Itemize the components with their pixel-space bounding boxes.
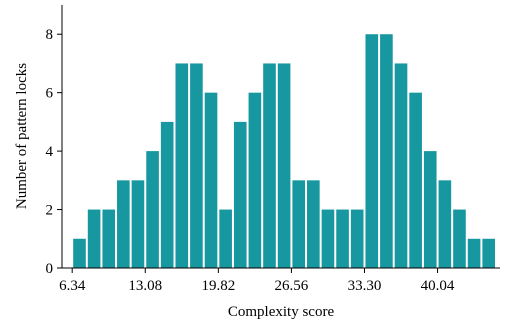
bar: [336, 209, 349, 268]
bar: [190, 63, 203, 268]
bar: [380, 34, 393, 268]
y-tick-label: 0: [46, 261, 54, 277]
bar: [409, 92, 422, 269]
x-tick-label: 6.34: [59, 278, 86, 294]
bar: [307, 180, 320, 268]
bar: [248, 92, 262, 269]
bar: [102, 209, 116, 268]
bar: [87, 209, 101, 268]
bar: [423, 151, 437, 268]
bar: [277, 63, 291, 268]
y-tick-label: 6: [46, 86, 54, 102]
y-tick-label: 2: [46, 203, 54, 219]
bar: [160, 121, 174, 268]
y-tick-label: 8: [46, 27, 54, 43]
bar: [438, 180, 452, 268]
x-tick-label: 13.08: [128, 278, 162, 294]
x-tick-label: 33.30: [348, 278, 382, 294]
bar: [233, 121, 247, 268]
bar: [365, 34, 379, 268]
bar: [175, 63, 189, 268]
x-tick-label: 19.82: [201, 278, 235, 294]
bar: [263, 63, 276, 268]
x-axis-label: Complexity score: [228, 304, 335, 320]
bar: [394, 63, 408, 268]
bar: [117, 180, 130, 268]
y-axis-label: Number of pattern locks: [14, 63, 30, 209]
bar: [219, 209, 232, 268]
bar: [73, 238, 86, 268]
bar: [146, 151, 159, 268]
bar: [131, 180, 145, 268]
bar: [482, 238, 496, 268]
bar: [204, 92, 218, 269]
y-tick-label: 4: [46, 144, 54, 160]
bar: [292, 180, 306, 268]
x-tick-label: 26.56: [275, 278, 309, 294]
x-tick-label: 40.04: [421, 278, 455, 294]
bar: [321, 209, 335, 268]
bar: [453, 209, 466, 268]
bar: [467, 238, 481, 268]
bar: [350, 209, 364, 268]
